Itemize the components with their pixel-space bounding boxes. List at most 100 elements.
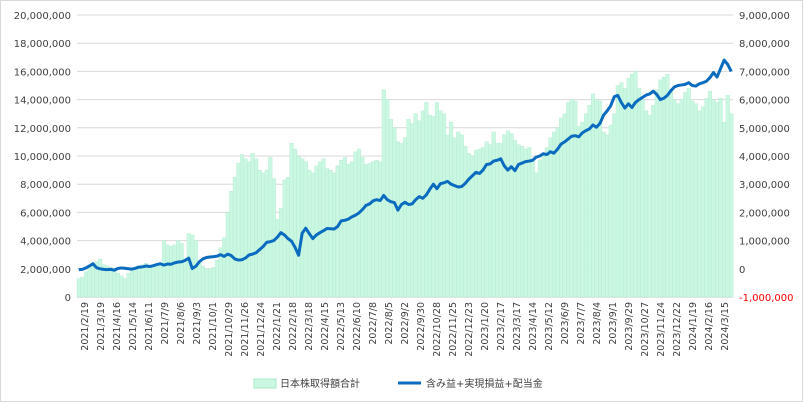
bar — [183, 258, 188, 298]
bar — [80, 277, 85, 298]
bar — [406, 119, 411, 298]
bar — [268, 157, 273, 298]
x-tick-label: 2021/6/11 — [144, 302, 155, 351]
bar — [622, 88, 627, 298]
x-tick-label: 2023/3/17 — [512, 302, 523, 351]
bar — [388, 119, 393, 298]
bar — [544, 147, 549, 298]
bar — [452, 137, 457, 298]
bar — [300, 158, 305, 298]
x-tick-label: 2022/3/18 — [304, 302, 315, 351]
bar — [151, 265, 156, 298]
bar — [576, 126, 581, 298]
bar — [112, 268, 117, 298]
bar — [91, 264, 96, 298]
bar — [615, 85, 620, 298]
bar — [144, 263, 149, 298]
x-tick-label: 2024/3/15 — [720, 302, 731, 351]
bar — [523, 148, 528, 298]
right-tick-label: 1,000,000 — [739, 237, 790, 248]
bar — [665, 74, 670, 298]
bar — [548, 137, 553, 298]
legend-swatch-bar — [253, 378, 277, 389]
bar — [573, 100, 578, 298]
x-tick-label: 2021/7/9 — [160, 302, 171, 345]
left-axis-labels: 0 2,000,000 4,000,000 6,000,000 8,000,000 10,… — [14, 11, 71, 304]
bar — [505, 130, 510, 298]
bar — [679, 99, 684, 298]
bar — [654, 89, 659, 298]
x-tick-label: 2022/6/10 — [352, 302, 363, 351]
x-tick-label: 2022/7/8 — [368, 302, 379, 345]
bar — [395, 141, 400, 298]
bar — [640, 99, 645, 298]
right-tick-label: 6,000,000 — [739, 96, 790, 107]
bar — [683, 92, 688, 298]
bar — [537, 160, 542, 298]
bar — [417, 120, 422, 298]
bar — [715, 102, 720, 298]
right-tick-label: 4,000,000 — [739, 152, 790, 163]
x-tick-label: 2023/9/29 — [624, 302, 635, 351]
bar — [356, 148, 361, 298]
bar — [566, 102, 571, 298]
bar — [76, 278, 81, 298]
x-tick-label: 2023/11/24 — [656, 302, 667, 357]
bar — [637, 88, 642, 298]
right-tick-label: 7,000,000 — [739, 67, 790, 78]
bar — [161, 240, 166, 298]
bar — [466, 153, 471, 298]
bar — [552, 131, 557, 298]
bar — [644, 110, 649, 298]
left-tick-label: 0 — [65, 293, 71, 304]
bar — [587, 105, 592, 298]
bar — [534, 172, 539, 298]
bar — [456, 131, 461, 298]
bar — [598, 100, 603, 298]
x-tick-label: 2023/5/12 — [544, 302, 555, 351]
bar — [434, 102, 439, 298]
bar — [647, 114, 652, 298]
bar — [569, 99, 574, 298]
bar — [445, 134, 450, 298]
bar — [339, 160, 344, 298]
bar — [502, 134, 507, 298]
bar — [438, 110, 443, 298]
bar — [126, 272, 131, 298]
bar — [87, 267, 92, 298]
bar — [264, 169, 269, 298]
bar — [672, 99, 677, 298]
bar — [619, 82, 624, 298]
x-tick-label: 2023/2/17 — [496, 302, 507, 351]
bar — [725, 95, 730, 298]
bar — [215, 260, 220, 298]
x-tick-label: 2021/5/14 — [128, 302, 139, 351]
bar — [399, 143, 404, 298]
bar — [704, 98, 709, 298]
x-tick-label: 2021/2/19 — [80, 302, 91, 351]
bar — [83, 271, 88, 298]
bar — [197, 261, 202, 298]
x-tick-label: 2022/8/5 — [384, 302, 395, 345]
bar — [697, 110, 702, 298]
bar — [513, 140, 517, 298]
legend: 日本株取得額合計 含み益+実現損益+配当金 — [253, 377, 543, 390]
x-tick-label: 2022/4/15 — [320, 302, 331, 351]
bar — [200, 265, 205, 298]
bar — [431, 116, 436, 298]
bar — [130, 268, 135, 298]
bar — [232, 176, 237, 298]
bar — [147, 267, 152, 298]
right-tick-label: 0 — [739, 265, 745, 276]
x-tick-label: 2021/10/29 — [224, 302, 235, 357]
x-tick-label: 2023/10/27 — [640, 302, 651, 357]
x-tick-label: 2022/1/21 — [272, 302, 283, 351]
bar — [608, 124, 613, 298]
bar — [601, 131, 606, 298]
left-tick-label: 18,000,000 — [14, 39, 71, 50]
bar — [137, 265, 142, 298]
bar — [293, 148, 298, 298]
bar — [222, 237, 227, 298]
bar — [278, 208, 283, 298]
bar — [321, 158, 326, 298]
